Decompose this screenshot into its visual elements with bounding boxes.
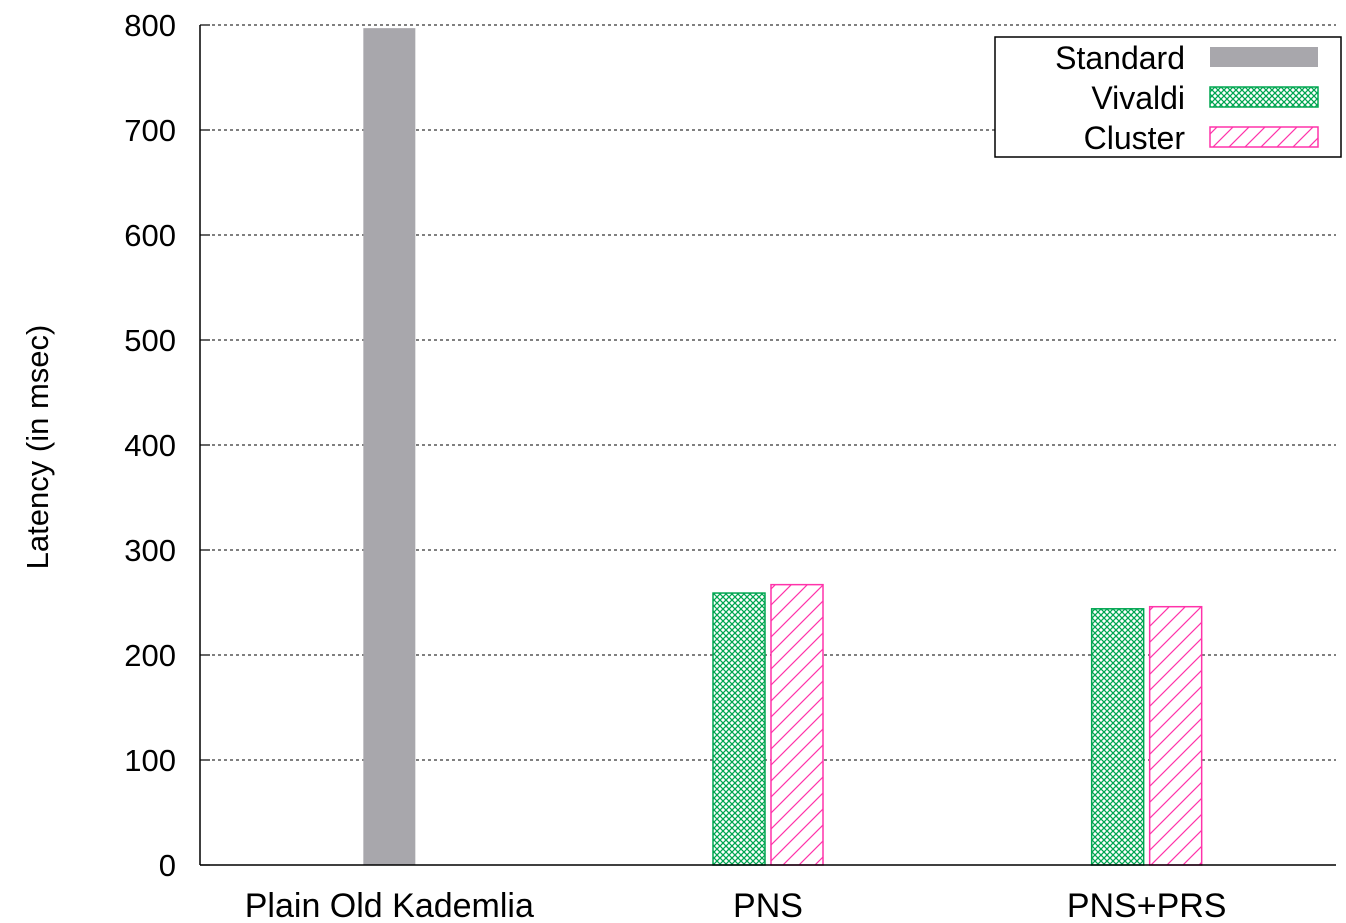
y-tick-label: 300 bbox=[124, 533, 176, 568]
legend-label-vivaldi: Vivaldi bbox=[1091, 80, 1185, 116]
legend: Standard Vivaldi Cluster bbox=[994, 36, 1342, 158]
bar-cluster-1 bbox=[770, 583, 824, 866]
bar-vivaldi-1 bbox=[712, 592, 766, 866]
y-tick-label: 100 bbox=[124, 743, 176, 778]
legend-swatch-cluster bbox=[1209, 126, 1319, 148]
bar-vivaldi-2 bbox=[1090, 608, 1145, 866]
x-category-label: Plain Old Kademlia bbox=[245, 887, 534, 923]
y-tick-label: 800 bbox=[124, 8, 176, 43]
bar-cluster-2 bbox=[1148, 605, 1203, 866]
legend-label-cluster: Cluster bbox=[1084, 120, 1186, 156]
y-tick-label: 600 bbox=[124, 218, 176, 253]
legend-swatch-standard bbox=[1210, 47, 1318, 67]
x-category-label: PNS+PRS bbox=[1067, 887, 1227, 923]
legend-label-standard: Standard bbox=[1055, 40, 1185, 76]
y-tick-label: 500 bbox=[124, 323, 176, 358]
bars bbox=[363, 28, 1203, 866]
y-axis-ticks: 0 100 200 300 400 500 600 700 800 bbox=[124, 8, 210, 883]
x-category-label: PNS bbox=[733, 887, 803, 923]
y-tick-label: 0 bbox=[159, 848, 176, 883]
y-axis-label: Latency (in msec) bbox=[20, 325, 55, 570]
x-axis-categories: Plain Old Kademlia PNS PNS+PRS bbox=[245, 887, 1227, 923]
legend-swatch-vivaldi bbox=[1209, 86, 1319, 108]
bar-standard-0 bbox=[363, 28, 416, 865]
y-tick-label: 400 bbox=[124, 428, 176, 463]
y-tick-label: 700 bbox=[124, 113, 176, 148]
y-tick-label: 200 bbox=[124, 638, 176, 673]
